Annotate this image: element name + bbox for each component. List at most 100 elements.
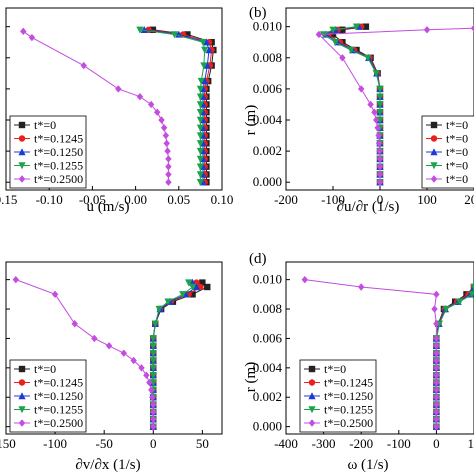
data-point: [196, 116, 204, 124]
data-point: [143, 371, 150, 379]
legend-label: t*=0.2500: [34, 172, 83, 186]
y-tick-label: 0.010: [253, 19, 282, 34]
legend-label: t*=0.1250: [324, 389, 373, 403]
data-point: [196, 171, 204, 179]
panel-c: 150-100-50050t*=0t*=0.1245t*=0.1250t*=0.…: [0, 261, 223, 473]
data-point: [339, 54, 346, 62]
series-group: [301, 275, 474, 431]
legend-label: t*=0: [446, 172, 468, 186]
legend-label: t*=0: [446, 145, 468, 159]
data-point: [372, 70, 380, 78]
legend-label: t*=0.1255: [34, 403, 83, 417]
legend: t*=0t*=0t*=0t*=0t*=0: [421, 115, 474, 189]
ylabel-d: r (m): [243, 362, 259, 392]
plot-frame: [285, 261, 474, 435]
data-point: [431, 305, 438, 313]
data-point: [149, 379, 157, 387]
y-tick-label: 0.000: [253, 419, 282, 434]
x-tick-label: -400: [274, 436, 298, 451]
x-tick-label: 0.10: [211, 192, 234, 207]
data-point: [196, 93, 204, 101]
data-point: [150, 400, 157, 409]
legend-marker: [18, 135, 26, 142]
data-point: [196, 147, 204, 155]
data-point: [188, 283, 197, 291]
legend-label: t*=0: [34, 118, 56, 132]
legend-marker: [430, 148, 438, 156]
legend-label: t*=0.1245: [324, 376, 373, 390]
y-tick-label: 0.008: [253, 50, 282, 65]
x-tick-label: 150: [0, 436, 16, 451]
legend-label: t*=0.1255: [324, 403, 373, 417]
data-point: [364, 54, 372, 62]
data-point: [203, 61, 211, 69]
panel-d: (d) -400 -300 -200 -100 0 10 0.000 0.002 0.004 0.…: [243, 251, 474, 473]
series-group: [20, 25, 217, 187]
data-point: [155, 305, 163, 313]
legend-marker: [18, 419, 26, 427]
legend-marker: [18, 148, 26, 156]
panel-a: 0.15-0.10-0.050.000.050.10t*=0t*=0.1245t…: [0, 7, 234, 215]
x-tick-label: 0: [433, 436, 440, 451]
data-point: [165, 162, 172, 171]
data-point: [196, 155, 204, 163]
series-line: [152, 282, 202, 427]
data-point: [199, 279, 206, 286]
legend-marker: [308, 419, 316, 427]
data-point: [329, 31, 337, 38]
data-point: [433, 290, 440, 299]
y-tick-label: 0.004: [253, 112, 283, 127]
data-point: [362, 23, 370, 30]
data-point: [200, 62, 208, 70]
legend-marker: [308, 392, 316, 400]
data-point: [192, 283, 201, 291]
data-point: [433, 422, 440, 431]
xlabel-c: ∂v/∂x (1/s): [75, 457, 140, 473]
data-point: [20, 27, 27, 36]
data-point: [423, 26, 431, 34]
plot-area-b: -200 -100 0 100 200 0.000 0.002 0.004 0.006 0.008…: [253, 7, 474, 207]
x-tick-label: 0: [377, 192, 384, 207]
data-point: [433, 371, 440, 379]
data-point: [197, 77, 205, 85]
legend-marker: [308, 365, 316, 373]
legend-marker: [18, 365, 26, 373]
data-point: [358, 283, 365, 291]
x-tick-label: 0.00: [124, 192, 147, 207]
data-point: [376, 147, 383, 155]
data-point: [468, 291, 474, 299]
ylabel-b: r (m): [243, 105, 259, 135]
data-point: [164, 147, 171, 155]
data-point: [151, 320, 159, 328]
data-point: [140, 25, 148, 33]
data-point: [130, 356, 137, 365]
plot-frame: [5, 7, 223, 191]
panel-label-b: (b): [249, 5, 267, 21]
data-point: [433, 408, 440, 416]
legend-label: t*=0.2500: [34, 416, 83, 430]
data-point: [120, 349, 128, 357]
data-point: [201, 46, 209, 54]
data-point: [433, 342, 440, 350]
series-group: [12, 275, 211, 431]
data-point: [376, 109, 384, 117]
legend-marker: [430, 175, 438, 183]
data-point: [149, 357, 157, 365]
data-point: [196, 109, 204, 117]
data-point: [376, 101, 384, 109]
y-tick-label: 0.004: [253, 360, 283, 375]
plot-area-d: -400 -300 -200 -100 0 10 0.000 0.002 0.004 0.006 0…: [253, 261, 474, 451]
data-point: [196, 163, 204, 171]
xlabel-b: ∂u/∂r (1/s): [337, 199, 400, 215]
data-point: [433, 349, 440, 357]
x-tick-label: 50: [196, 436, 209, 451]
data-point: [189, 291, 196, 298]
data-point: [376, 178, 384, 186]
plot-frame: [5, 261, 223, 435]
data-point: [315, 30, 323, 39]
data-point: [199, 39, 207, 47]
data-point: [201, 77, 209, 85]
x-tick-label: -100: [387, 436, 411, 451]
